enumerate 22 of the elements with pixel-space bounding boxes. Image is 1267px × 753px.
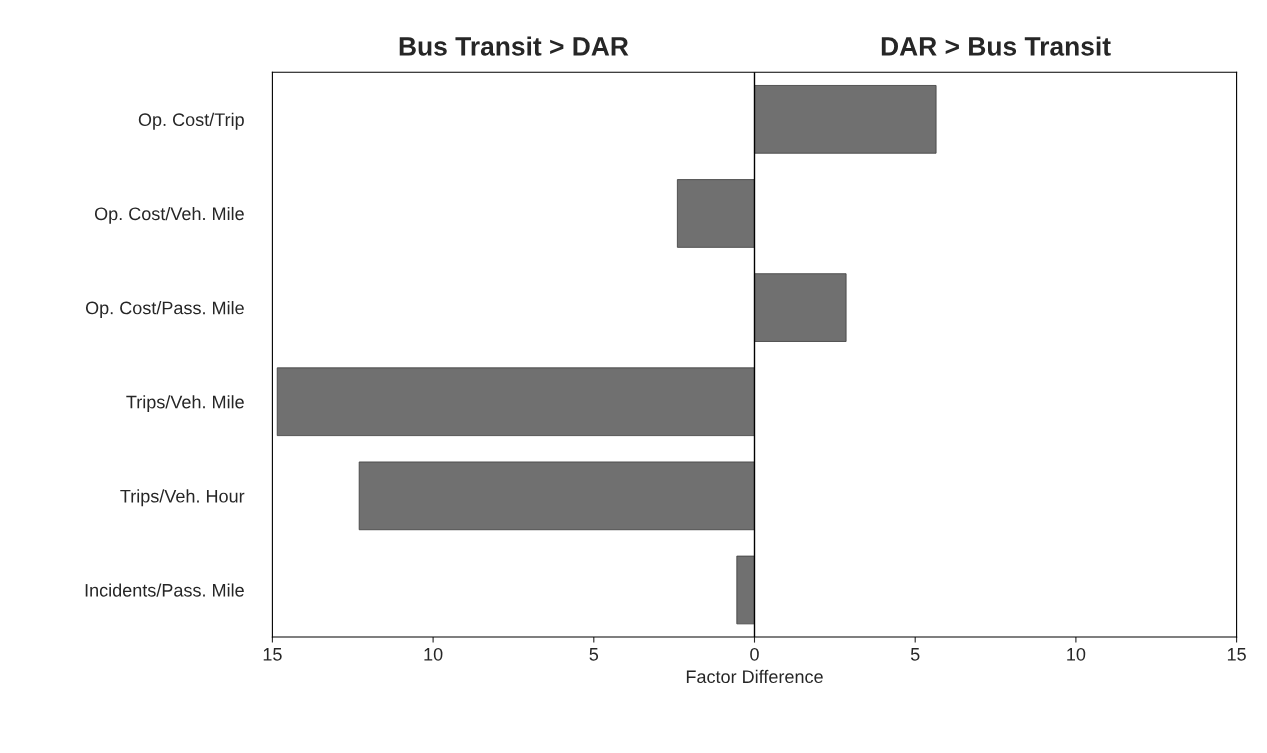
bar [754, 273, 847, 342]
bar [754, 85, 937, 154]
text: Bus Transit > DAR [399, 36, 629, 56]
bar [358, 461, 755, 531]
x-tick-label: 5 [589, 648, 599, 661]
x-tick-label: 15 [263, 648, 282, 661]
y-tick-label: Op. Cost/Pass. Mile [85, 301, 244, 318]
x-tick-label: 10 [1067, 647, 1086, 661]
y-tick-label: Op. Cost/Trip [138, 112, 244, 130]
y-tick-label: Trips/Veh. Hour [120, 489, 245, 507]
x-tick-label: 0 [750, 647, 759, 661]
y-tick-label: Incidents/Pass. Mile [85, 583, 244, 597]
x-tick-label: 10 [424, 647, 443, 661]
x-tick-label: 5 [910, 648, 920, 661]
bar [276, 367, 755, 437]
bar [736, 555, 755, 625]
bar [676, 179, 755, 248]
y-tick-label: Op. Cost/Veh. Mile [94, 206, 244, 224]
x-axis-title: Factor Difference [686, 669, 823, 684]
text: DAR > Bus Transit [881, 36, 1111, 56]
x-tick-label: 15 [1227, 648, 1246, 661]
y-tick-label: Trips/Veh. Mile [126, 395, 244, 413]
